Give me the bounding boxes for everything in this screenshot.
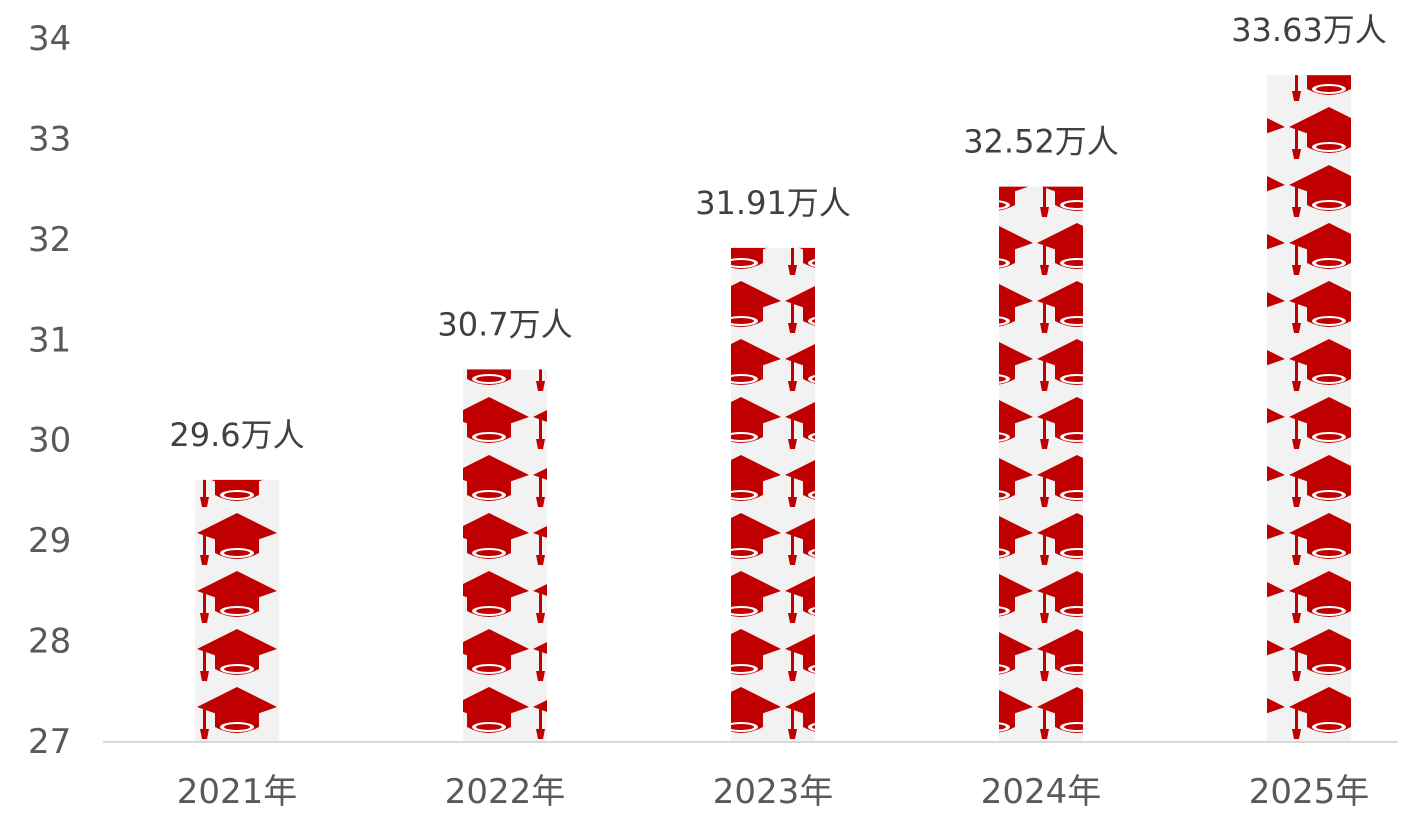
y-tick-label: 27: [28, 722, 71, 762]
bar-data-label: 31.91万人: [695, 184, 851, 222]
y-axis-tick-labels: 27 28 29 30 31 32 33 34: [28, 19, 71, 762]
x-axis-category-labels: 2021年 2022年 2023年 2024年 2025年: [177, 772, 1370, 812]
bar-data-label: 30.7万人: [437, 305, 572, 343]
bar: [731, 247, 815, 741]
bar-data-label: 32.52万人: [963, 123, 1119, 161]
bar: [1267, 75, 1351, 741]
x-category-label: 2021年: [177, 772, 298, 812]
y-tick-label: 29: [28, 521, 71, 561]
bar: [999, 186, 1083, 742]
x-category-label: 2022年: [445, 772, 566, 812]
y-tick-label: 33: [28, 119, 71, 159]
y-tick-label: 30: [28, 421, 71, 461]
bar: [463, 369, 547, 741]
data-labels: 29.6万人 30.7万人 31.91万人 32.52万人 33.63万人: [169, 11, 1386, 454]
y-tick-label: 34: [28, 19, 71, 59]
bar-data-label: 29.6万人: [169, 416, 304, 454]
bar: [195, 479, 279, 741]
x-category-label: 2023年: [713, 772, 834, 812]
bar-data-label: 33.63万人: [1231, 11, 1387, 49]
y-tick-label: 32: [28, 220, 71, 260]
x-category-label: 2024年: [981, 772, 1102, 812]
bars: [195, 75, 1351, 742]
y-tick-label: 28: [28, 622, 71, 662]
x-category-label: 2025年: [1249, 772, 1370, 812]
y-tick-label: 31: [28, 320, 71, 360]
